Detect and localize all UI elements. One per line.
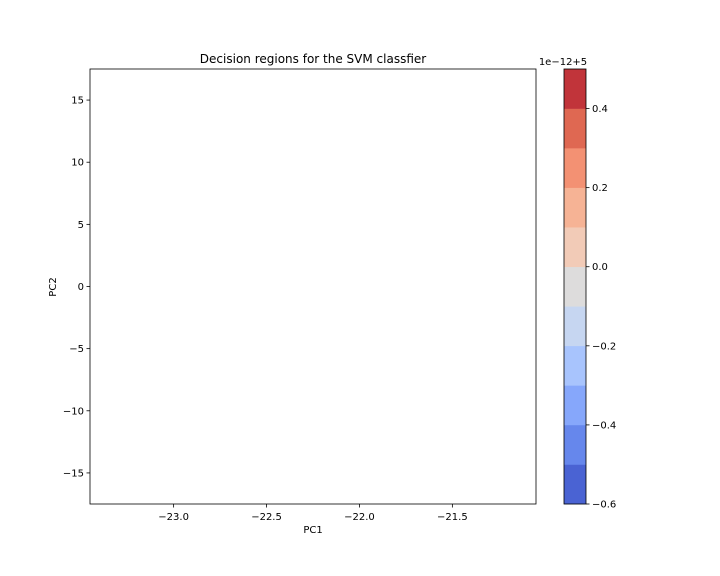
colorbar-tick-label: 0.4 (592, 104, 608, 115)
colorbar-ticks: 0.4 0.2 0.0 −0.2 −0.4 −0.6 (586, 104, 616, 511)
x-tick-label: −22.5 (251, 512, 282, 523)
y-tick-label: −5 (69, 344, 84, 355)
colorbar-level (564, 464, 586, 505)
x-tick-label: −22.0 (344, 512, 375, 523)
colorbar-offset-label: 1e−12+5 (539, 57, 587, 68)
y-axis-ticks: 15 10 5 0 −5 −10 −15 (63, 96, 90, 479)
colorbar-level (564, 306, 586, 347)
y-tick-label: −15 (63, 468, 84, 479)
y-tick-label: 10 (71, 158, 84, 169)
x-tick-label: −21.5 (437, 512, 468, 523)
colorbar-tick-label: 0.2 (592, 183, 608, 194)
x-axis-ticks: −23.0 −22.5 −22.0 −21.5 (158, 504, 468, 523)
y-tick-label: 0 (78, 282, 84, 293)
y-axis-label: PC2 (48, 277, 59, 296)
y-tick-label: 15 (71, 96, 84, 107)
colorbar-tick-label: −0.4 (592, 420, 616, 431)
colorbar-level (564, 345, 586, 386)
y-tick-label: −10 (63, 406, 84, 417)
colorbar-level (564, 385, 586, 426)
colorbar-level (564, 148, 586, 188)
x-axis-label: PC1 (303, 525, 322, 536)
colorbar-level (564, 187, 586, 228)
colorbar-tick-label: −0.6 (592, 500, 616, 511)
colorbar-level (564, 424, 586, 465)
colorbar-tick-label: 0.0 (592, 262, 608, 273)
axes-frame (89, 68, 537, 505)
plot-area (89, 68, 537, 505)
colorbar-tick-label: −0.2 (592, 341, 616, 352)
colorbar (563, 68, 587, 505)
colorbar-frame (563, 68, 587, 505)
chart-title: Decision regions for the SVM classfier (200, 52, 426, 66)
colorbar-level (564, 69, 586, 109)
x-tick-label: −23.0 (158, 512, 189, 523)
y-tick-label: 5 (78, 220, 84, 231)
colorbar-level (564, 227, 586, 268)
colorbar-level (564, 266, 586, 307)
colorbar-level (564, 108, 586, 149)
